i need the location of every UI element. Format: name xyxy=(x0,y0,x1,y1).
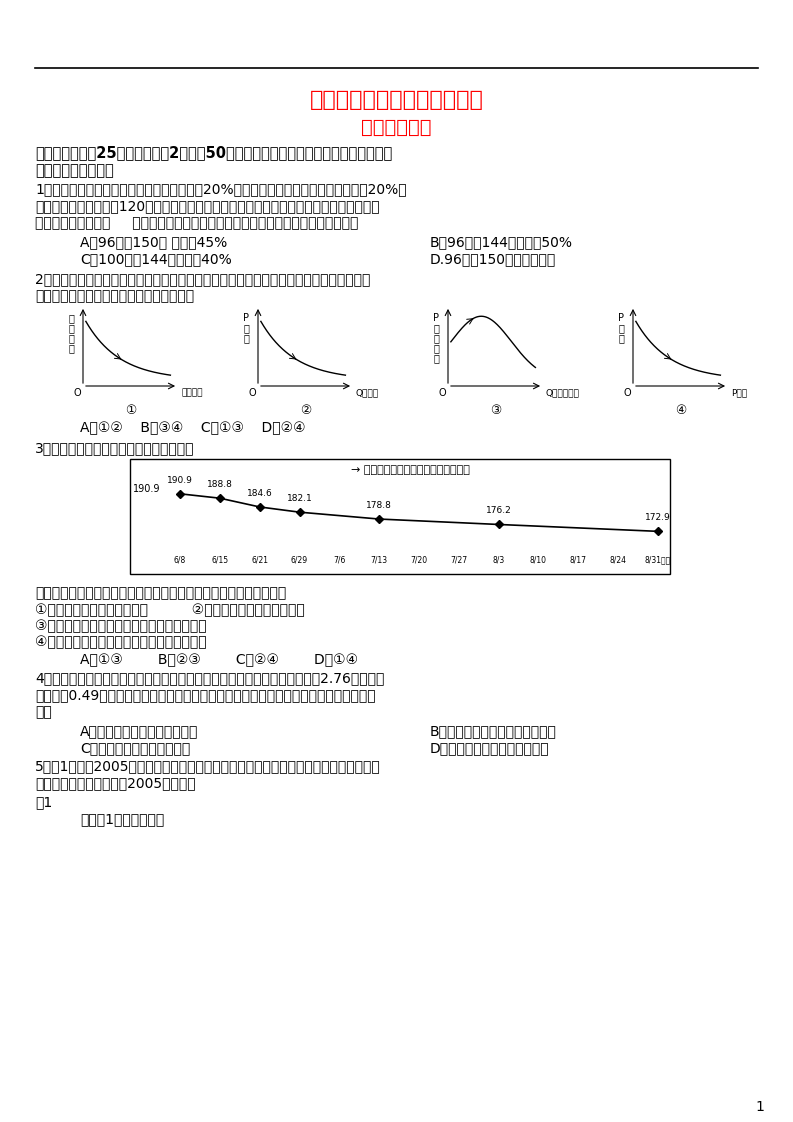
Text: 是符合题目要求的。: 是符合题目要求的。 xyxy=(35,163,113,178)
Text: 7/13: 7/13 xyxy=(370,555,388,564)
Text: ②: ② xyxy=(300,404,311,417)
Text: ④利用煤转化成天然气的企业减少煤炭采购量: ④利用煤转化成天然气的企业减少煤炭采购量 xyxy=(35,635,207,649)
Text: 8/31月日: 8/31月日 xyxy=(645,555,671,564)
Text: 7/6: 7/6 xyxy=(333,555,346,564)
Text: P电价: P电价 xyxy=(731,388,747,397)
Text: D.96元、150元、价格不变: D.96元、150元、价格不变 xyxy=(430,252,556,266)
Text: 远高于的0.49万亿元。在其他条件不变的情况下，这种因收购外汇资产而增加本币投放的: 远高于的0.49万亿元。在其他条件不变的情况下，这种因收购外汇资产而增加本币投放… xyxy=(35,688,376,702)
Text: O: O xyxy=(623,388,630,398)
Text: 178.8: 178.8 xyxy=(366,502,392,511)
Text: 8/3: 8/3 xyxy=(492,555,505,564)
Text: 的情况下，下列图示正确反映这一关系的有: 的情况下，下列图示正确反映这一关系的有 xyxy=(35,289,194,303)
Text: 铁: 铁 xyxy=(433,333,439,343)
Text: A．96元、150元 、上涨45%: A．96元、150元 、上涨45% xyxy=(80,234,228,249)
Text: 格: 格 xyxy=(243,333,249,343)
Text: 190.9: 190.9 xyxy=(133,484,160,494)
Text: 价: 价 xyxy=(243,323,249,333)
Text: B．会提高国内企业的劳动生产率: B．会提高国内企业的劳动生产率 xyxy=(430,724,557,738)
Text: O: O xyxy=(439,388,446,398)
Text: ③: ③ xyxy=(490,404,501,417)
Text: O: O xyxy=(248,388,256,398)
Text: 182.1: 182.1 xyxy=(286,494,312,503)
Text: 184.6: 184.6 xyxy=(247,489,273,498)
Text: ①: ① xyxy=(125,404,136,417)
Text: 4．，中国人民银行和其他金融机构因收购外汇资产而相应投放的人民币新增2.76万亿元，: 4．，中国人民银行和其他金融机构因收购外汇资产而相应投放的人民币新增2.76万亿… xyxy=(35,671,385,686)
Text: 其他条件不变，那么每120元甲国货币可购买甲国商品的购买力、购买乙国商品的购买力，: 其他条件不变，那么每120元甲国货币可购买甲国商品的购买力、购买乙国商品的购买力… xyxy=(35,199,380,213)
Text: 分别相当于原来的（     ）元？乙国居民购买甲国生产的商品价格水平的变化是多少？: 分别相当于原来的（ ）元？乙国居民购买甲国生产的商品价格水平的变化是多少？ xyxy=(35,217,358,230)
Text: 外: 外 xyxy=(68,313,74,323)
Text: B．96元、144元、上涨50%: B．96元、144元、上涨50% xyxy=(430,234,573,249)
Text: 6/15: 6/15 xyxy=(211,555,228,564)
Text: 3．以下是某时间段我国的煤炭价格指数图: 3．以下是某时间段我国的煤炭价格指数图 xyxy=(35,441,194,456)
Text: 176.2: 176.2 xyxy=(486,506,511,515)
Text: 价: 价 xyxy=(618,333,624,343)
Text: 188.8: 188.8 xyxy=(207,480,233,489)
Text: ④: ④ xyxy=(675,404,686,417)
Text: 率: 率 xyxy=(68,343,74,353)
Text: 8/10: 8/10 xyxy=(530,555,547,564)
Text: 2．在经济生活中，一种经济现象的出现往往引起另一种经济现象的产生。在其他条件不变: 2．在经济生活中，一种经济现象的出现往往引起另一种经济现象的产生。在其他条件不变 xyxy=(35,272,370,286)
Text: 7/27: 7/27 xyxy=(450,555,467,564)
Text: 1: 1 xyxy=(756,1100,764,1114)
Text: 币: 币 xyxy=(68,323,74,333)
Text: 高二政治试卷: 高二政治试卷 xyxy=(362,118,431,137)
Text: 172.9: 172.9 xyxy=(646,514,671,523)
Text: 票: 票 xyxy=(433,343,439,353)
Text: C．100元、144元、上涨40%: C．100元、144元、上涨40% xyxy=(80,252,232,266)
Text: 南昌三中一学下学期期末考试: 南昌三中一学下学期期末考试 xyxy=(309,90,484,110)
Text: 他影响因素的情况下，与2005年相比，: 他影响因素的情况下，与2005年相比， xyxy=(35,776,196,790)
Text: 汇: 汇 xyxy=(68,333,74,343)
Text: Q供应量: Q供应量 xyxy=(356,388,379,397)
Text: 高: 高 xyxy=(433,323,439,333)
Text: O: O xyxy=(73,388,81,398)
Text: 热: 热 xyxy=(618,323,624,333)
Text: 8/24: 8/24 xyxy=(610,555,626,564)
Text: 8/17: 8/17 xyxy=(570,555,587,564)
Text: A．会加大国内通货膨胀的压力: A．会加大国内通货膨胀的压力 xyxy=(80,724,198,738)
Text: A．①③        B．②③        C．②④        D．①④: A．①③ B．②③ C．②④ D．①④ xyxy=(80,653,358,666)
Text: ③燃煤发电企业成本下降，经济效益可能提高: ③燃煤发电企业成本下降，经济效益可能提高 xyxy=(35,619,207,633)
Text: 6/21: 6/21 xyxy=(251,555,268,564)
Text: P: P xyxy=(433,313,439,323)
Text: P: P xyxy=(243,313,249,323)
Text: 价: 价 xyxy=(433,353,439,364)
Text: 一、选择题：共25小题，每小题2分，共50分。在每小题给出的四个选项中，只有一项: 一、选择题：共25小题，每小题2分，共50分。在每小题给出的四个选项中，只有一项 xyxy=(35,145,393,160)
Text: 6/29: 6/29 xyxy=(291,555,308,564)
Text: 表1: 表1 xyxy=(35,795,52,809)
Text: 190.9: 190.9 xyxy=(167,476,193,485)
Text: Q民航需求量: Q民航需求量 xyxy=(546,388,580,397)
Text: C．会加快人民币的流通速度: C．会加快人民币的流通速度 xyxy=(80,741,190,755)
Text: 7/20: 7/20 xyxy=(411,555,427,564)
Text: 6/8: 6/8 xyxy=(174,555,186,564)
Text: 进口数量: 进口数量 xyxy=(181,388,202,397)
Text: 1．假设甲国由于物价总水平上涨，货币贬值20%。同时甲国货币对乙国货币汇率升值20%。: 1．假设甲国由于物价总水平上涨，货币贬值20%。同时甲国货币对乙国货币汇率升值2… xyxy=(35,182,407,196)
Text: ①煤炭开采企业扩大生产规模          ②煤炭开采企业压缩生产规模: ①煤炭开采企业扩大生产规模 ②煤炭开采企业压缩生产规模 xyxy=(35,603,305,617)
Text: P: P xyxy=(618,313,624,323)
Text: 做法: 做法 xyxy=(35,705,52,719)
Text: 不考虑其他情况，上图反映的价格走势可能引发的企业的合理行为是: 不考虑其他情况，上图反映的价格走势可能引发的企业的合理行为是 xyxy=(35,586,286,600)
Text: D．会提升人民币的实际购买力: D．会提升人民币的实际购买力 xyxy=(430,741,550,755)
Text: 5．表1所示为2005年和部分国家货币对美元的年平均汇率。根据表中数据，在不考虑其: 5．表1所示为2005年和部分国家货币对美元的年平均汇率。根据表中数据，在不考虑… xyxy=(35,758,381,773)
Text: A．①②    B．③④    C．①③    D．②④: A．①② B．③④ C．①③ D．②④ xyxy=(80,421,305,435)
Text: → 中国煤炭价格指数（全国综合指数）: → 中国煤炭价格指数（全国综合指数） xyxy=(351,465,469,475)
Text: 单位：1美元合本币数: 单位：1美元合本币数 xyxy=(80,812,164,826)
